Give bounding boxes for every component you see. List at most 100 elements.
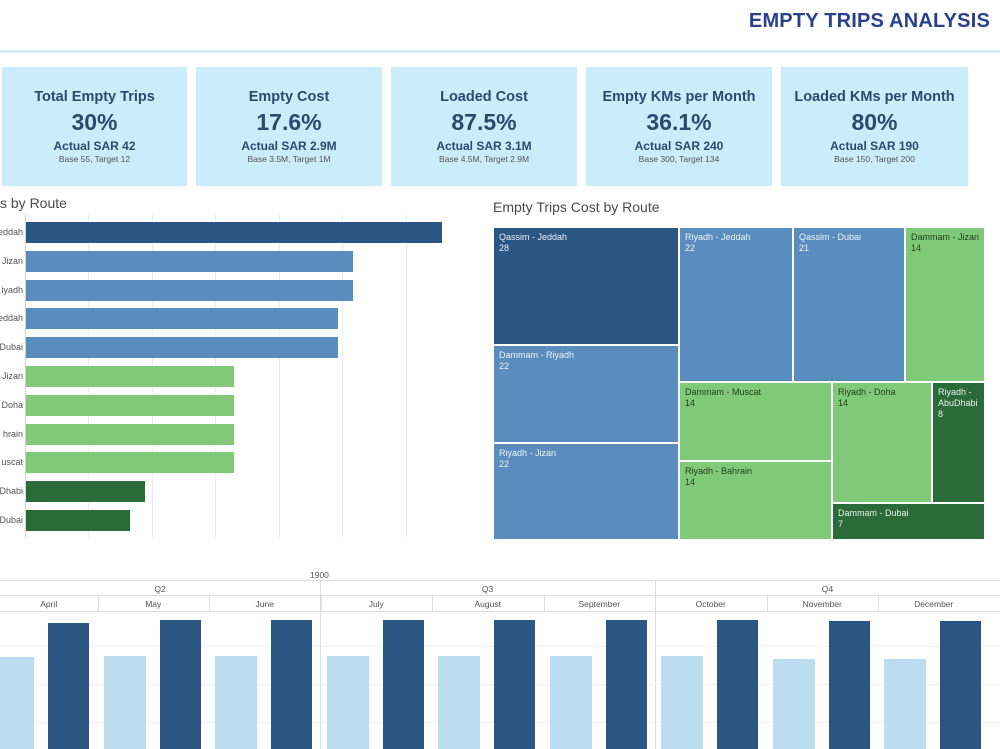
gridline	[406, 214, 407, 538]
month-header: October	[695, 599, 726, 609]
treemap-cell-name: Dammam - Muscat	[685, 387, 762, 397]
route-bar[interactable]	[26, 222, 442, 243]
treemap-cell-value: 22	[499, 459, 510, 469]
month-header: May	[145, 599, 162, 609]
route-bar-label: uscat	[1, 457, 23, 468]
route-bar[interactable]	[26, 394, 234, 416]
monthly-bar-dark[interactable]	[159, 620, 201, 749]
monthly-bar-light[interactable]	[549, 656, 592, 749]
quarter-header: Q2	[154, 584, 166, 594]
treemap-cell-value: 22	[685, 243, 696, 253]
route-bar-label: Doha	[1, 399, 23, 410]
kpi-value: 17.6%	[256, 109, 322, 135]
kpi-actual: Actual SAR 2.9M	[241, 139, 337, 153]
route-bar-label: Jizan	[1, 371, 23, 381]
month-divider	[432, 596, 433, 611]
month-header: July	[368, 599, 384, 609]
gridline	[279, 214, 280, 538]
monthly-bar-dark[interactable]	[271, 620, 312, 749]
monthly-bar-light[interactable]	[0, 657, 34, 749]
route-bar[interactable]	[26, 452, 234, 474]
month-divider	[97, 596, 99, 611]
monthly-bar-chart[interactable]: 1900 Q2 Q3 Q4 April May June July August Sept…	[0, 566, 1000, 749]
monthly-bar-light[interactable]	[438, 656, 480, 749]
monthly-bar-light[interactable]	[772, 658, 815, 749]
monthly-bar-light[interactable]	[215, 656, 257, 749]
route-bar-chart[interactable]: eddah Jizan iyadh eddah Dubai Jizan Doha hrain u…	[0, 214, 470, 538]
route-chart-title: s by Route	[0, 195, 67, 211]
kpi-loaded-kms-per-month[interactable]: Loaded KMs per Month 80% Actual SAR 190 …	[781, 67, 968, 186]
route-bar[interactable]	[26, 250, 353, 272]
treemap-cell[interactable]: Dammam - Dubai 7	[832, 503, 985, 540]
month-divider	[878, 596, 879, 611]
kpi-empty-kms-per-month[interactable]: Empty KMs per Month 36.1% Actual SAR 240…	[586, 67, 772, 186]
treemap-cell-value: 14	[838, 398, 849, 408]
treemap-cell-name: Qassim - Dubai	[799, 232, 862, 242]
header-divider	[0, 595, 1000, 596]
month-divider	[543, 596, 545, 611]
kpi-label: Total Empty Trips	[34, 89, 155, 105]
month-divider	[655, 596, 656, 611]
treemap-cell[interactable]: Riyadh - Doha 14	[832, 382, 932, 503]
route-bar-label: eddah	[0, 227, 23, 237]
route-bar-label: Dubai	[0, 515, 23, 525]
month-header: April	[40, 599, 58, 609]
quarter-divider	[655, 580, 656, 749]
treemap-cell[interactable]: Dammam - Muscat 14	[679, 382, 832, 461]
treemap-cell[interactable]: Riyadh - AbuDhabi 8	[932, 382, 985, 503]
treemap-cell[interactable]: Dammam - Jizan 14	[905, 227, 985, 382]
route-bar[interactable]	[26, 308, 338, 330]
route-bar[interactable]	[26, 423, 234, 445]
treemap-cell-value: 8	[938, 409, 944, 419]
title-divider	[0, 50, 1000, 53]
quarter-header: Q3	[481, 584, 494, 594]
treemap-cell[interactable]: Qassim - Dubai 21	[793, 227, 905, 382]
treemap-cell-name: Riyadh - Bahrain	[685, 466, 753, 476]
header-divider	[0, 611, 1000, 612]
gridline	[342, 214, 343, 538]
treemap-cell[interactable]: Qassim - Jeddah 28	[493, 227, 679, 345]
treemap-cell-name: Dammam - Riyadh	[499, 350, 575, 360]
route-bar-label: eddah	[0, 313, 23, 324]
kpi-base-target: Base 300, Target 134	[638, 154, 720, 164]
route-bar[interactable]	[26, 279, 353, 301]
monthly-bar-light[interactable]	[103, 656, 146, 749]
kpi-actual: Actual SAR 42	[53, 139, 136, 153]
kpi-total-empty-trips[interactable]: Total Empty Trips 30% Actual SAR 42 Base…	[2, 67, 187, 186]
monthly-bar-dark[interactable]	[494, 620, 535, 749]
route-bar[interactable]	[26, 510, 130, 531]
kpi-label: Empty Cost	[248, 89, 330, 105]
month-header: December	[914, 599, 954, 609]
month-header: September	[578, 599, 621, 609]
treemap-cell-name: Qassim - Jeddah	[499, 232, 568, 242]
monthly-bar-light[interactable]	[661, 656, 703, 749]
treemap-cell-value: 28	[499, 243, 510, 253]
monthly-bar-dark[interactable]	[48, 622, 89, 749]
monthly-bar-dark[interactable]	[940, 621, 981, 749]
quarter-divider	[320, 580, 321, 749]
treemap-title: Empty Trips Cost by Route	[493, 199, 660, 215]
route-bar-label: Dhabi	[0, 486, 23, 497]
treemap-cell[interactable]: Riyadh - Jeddah 22	[679, 227, 793, 382]
treemap-cell[interactable]: Riyadh - Jizan 22	[493, 443, 679, 540]
kpi-loaded-cost[interactable]: Loaded Cost 87.5% Actual SAR 3.1M Base 4…	[391, 67, 577, 186]
treemap-cell[interactable]: Dammam - Riyadh 22	[493, 345, 679, 443]
monthly-bar-dark[interactable]	[605, 620, 647, 749]
kpi-value: 36.1%	[646, 109, 712, 135]
route-cost-treemap[interactable]: Qassim - Jeddah 28 Riyadh - Jeddah 22 Qa…	[493, 227, 985, 540]
route-bar[interactable]	[26, 337, 338, 359]
monthly-bar-dark[interactable]	[717, 620, 758, 749]
treemap-cell-value: 14	[685, 398, 696, 408]
kpi-value: 87.5%	[451, 109, 517, 135]
route-bar[interactable]	[26, 481, 145, 503]
monthly-bar-light[interactable]	[326, 656, 369, 749]
monthly-bar-dark[interactable]	[828, 621, 870, 749]
route-bar-label: hrain	[2, 428, 23, 439]
kpi-actual: Actual SAR 3.1M	[436, 139, 532, 153]
treemap-cell[interactable]: Riyadh - Bahrain 14	[679, 461, 832, 540]
monthly-bar-light[interactable]	[884, 658, 926, 749]
route-bar[interactable]	[26, 366, 234, 387]
monthly-bar-dark[interactable]	[382, 620, 424, 749]
kpi-empty-cost[interactable]: Empty Cost 17.6% Actual SAR 2.9M Base 3.…	[196, 67, 382, 186]
header-divider	[0, 580, 1000, 581]
